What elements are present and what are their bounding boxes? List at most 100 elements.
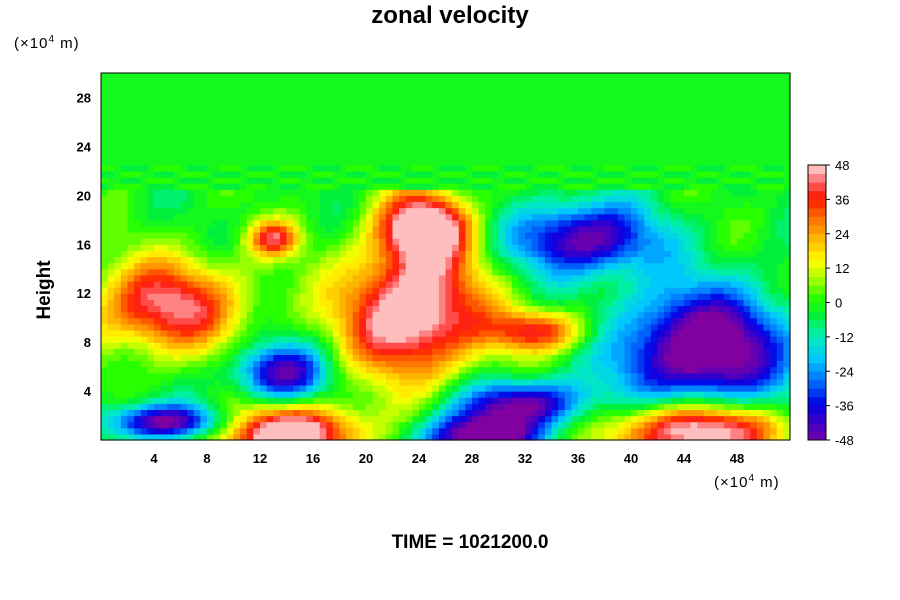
heatmap-cell <box>438 354 447 362</box>
heatmap-cell <box>631 225 639 233</box>
heatmap-cell <box>293 427 301 435</box>
heatmap-cell <box>173 391 182 398</box>
heatmap-cell <box>518 415 526 423</box>
heatmap-cell <box>558 317 566 325</box>
heatmap-cell <box>531 317 539 325</box>
heatmap-cell <box>458 372 466 380</box>
heatmap-cell <box>472 158 480 166</box>
heatmap-cell <box>332 250 341 258</box>
heatmap-cell <box>544 134 553 141</box>
heatmap-cell <box>478 372 486 380</box>
heatmap-cell <box>180 427 188 435</box>
heatmap-cell <box>399 372 407 380</box>
heatmap-cell <box>591 262 599 270</box>
heatmap-cell <box>293 91 301 99</box>
heatmap-cell <box>134 176 142 184</box>
heatmap-cell <box>372 152 380 160</box>
heatmap-cell <box>101 287 109 294</box>
heatmap-cell <box>173 409 182 417</box>
heatmap-cell <box>617 378 625 386</box>
heatmap-cell <box>286 421 294 429</box>
heatmap-cell <box>452 311 460 319</box>
heatmap-cell <box>220 305 228 313</box>
heatmap-cell <box>445 109 453 117</box>
heatmap-cell <box>604 73 612 80</box>
heatmap-cell <box>120 397 129 404</box>
heatmap-cell <box>220 311 228 319</box>
heatmap-cell <box>233 213 241 221</box>
heatmap-cell <box>478 170 486 178</box>
heatmap-cell <box>167 170 175 178</box>
heatmap-cell <box>458 409 466 417</box>
heatmap-cell <box>478 85 486 92</box>
heatmap-cell <box>518 128 526 135</box>
heatmap-cell <box>313 238 321 245</box>
heatmap-cell <box>544 250 553 258</box>
heatmap-cell <box>207 195 215 203</box>
heatmap-cell <box>518 232 526 239</box>
heatmap-cell <box>226 427 235 435</box>
heatmap-cell <box>412 79 420 86</box>
heatmap-cell <box>591 73 599 80</box>
heatmap-cell <box>240 427 248 435</box>
heatmap-cell <box>405 225 413 233</box>
heatmap-cell <box>134 293 142 300</box>
heatmap-cell <box>253 372 261 380</box>
heatmap-cell <box>226 207 235 215</box>
heatmap-cell <box>120 73 129 80</box>
heatmap-cell <box>372 189 380 196</box>
heatmap-cell <box>101 201 109 209</box>
heatmap-cell <box>544 378 553 386</box>
heatmap-cell <box>558 409 566 417</box>
heatmap-cell <box>578 360 586 368</box>
heatmap-cell <box>279 336 288 343</box>
heatmap-cell <box>313 103 321 111</box>
heatmap-cell <box>617 152 625 160</box>
heatmap-cell <box>472 378 480 386</box>
heatmap-cell <box>525 354 533 362</box>
heatmap-cell <box>127 354 135 362</box>
heatmap-cell <box>306 121 314 129</box>
heatmap-cell <box>154 79 162 86</box>
heatmap-cell <box>372 421 380 429</box>
heatmap-cell <box>260 293 268 300</box>
heatmap-cell <box>160 311 168 319</box>
heatmap-cell <box>326 366 334 374</box>
heatmap-cell <box>631 336 639 343</box>
heatmap-cell <box>213 342 221 349</box>
heatmap-cell <box>472 115 480 123</box>
heatmap-cell <box>491 262 500 270</box>
heatmap-cell <box>101 256 109 264</box>
heatmap-cell <box>120 433 129 441</box>
heatmap-cell <box>147 280 155 288</box>
heatmap-cell <box>180 342 188 349</box>
heatmap-cell <box>319 115 327 123</box>
heatmap-cell <box>366 250 374 258</box>
heatmap-cell <box>200 140 208 147</box>
heatmap-cell <box>253 232 261 239</box>
heatmap-cell <box>273 79 281 86</box>
heatmap-cell <box>392 232 400 239</box>
heatmap-cell <box>432 158 440 166</box>
heatmap-cell <box>591 415 599 423</box>
heatmap-cell <box>233 146 241 154</box>
heatmap-cell <box>346 232 354 239</box>
heatmap-cell <box>591 115 599 123</box>
heatmap-cell <box>531 85 539 92</box>
heatmap-cell <box>154 176 162 184</box>
heatmap-cell <box>452 397 460 404</box>
heatmap-cell <box>273 384 281 392</box>
heatmap-cell <box>306 409 314 417</box>
heatmap-cell <box>279 103 288 111</box>
heatmap-cell <box>465 189 473 196</box>
heatmap-cell <box>558 305 566 313</box>
heatmap-cell <box>631 317 639 325</box>
heatmap-cell <box>326 409 334 417</box>
heatmap-cell <box>558 134 566 141</box>
heatmap-cell <box>114 433 122 441</box>
heatmap-cell <box>253 421 261 429</box>
heatmap-cell <box>359 183 367 190</box>
heatmap-cell <box>637 103 645 111</box>
heatmap-cell <box>299 317 307 325</box>
heatmap-cell <box>591 317 599 325</box>
